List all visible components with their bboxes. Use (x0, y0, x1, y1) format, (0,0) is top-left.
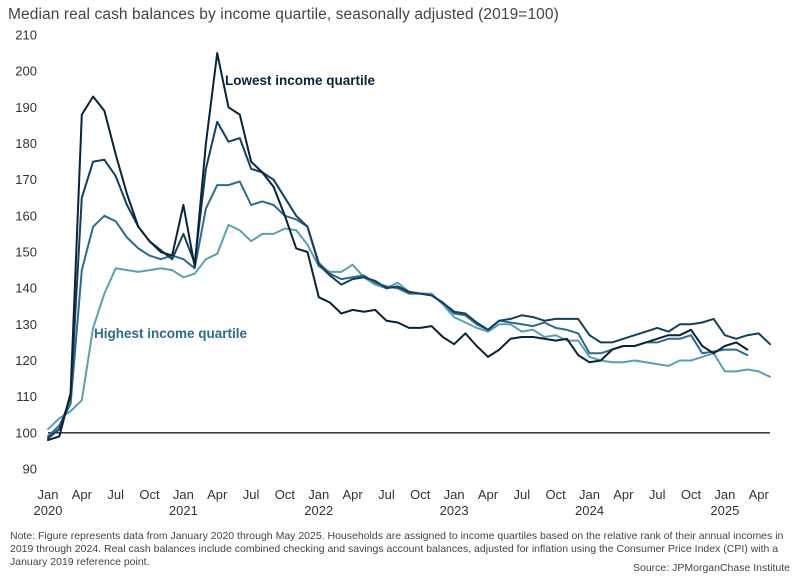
x-tick-year: 2024 (575, 503, 604, 518)
y-tick-label: 120 (15, 353, 37, 368)
line-chart: 90 100 110 120 130 140 150 160 170 180 190 200 210 J… (15, 28, 771, 518)
x-tick-month: Oct (546, 487, 567, 502)
series-line-third-income-quartile (47, 180, 749, 438)
series-line-lowest-income-quartile (47, 52, 749, 442)
y-tick-label: 100 (15, 425, 37, 440)
x-tick-month: Jan (579, 487, 600, 502)
y-tick-label: 180 (15, 136, 37, 151)
y-tick-label: 150 (15, 245, 37, 260)
y-tick-label: 130 (15, 317, 37, 332)
annotation-layer: Lowest income quartile Highest income qu… (94, 73, 376, 341)
annotation-highest-quartile: Highest income quartile (94, 326, 248, 341)
x-tick-year: 2023 (440, 503, 469, 518)
y-tick-label: 140 (15, 281, 37, 296)
x-tick-month: Apr (342, 487, 363, 502)
x-tick-month: Apr (749, 487, 770, 502)
x-tick-month: Jul (107, 487, 124, 502)
x-tick-month: Apr (613, 487, 634, 502)
annotation-lowest-quartile: Lowest income quartile (225, 73, 376, 88)
y-axis: 90 100 110 120 130 140 150 160 170 180 190 200 210 (15, 28, 37, 477)
y-tick-label: 170 (15, 172, 37, 187)
y-tick-label: 110 (16, 389, 37, 404)
x-tick-month: Jul (243, 487, 260, 502)
y-tick-label: 160 (15, 208, 37, 223)
series-line-second-income-quartile (47, 120, 771, 440)
x-tick-month: Jul (378, 487, 395, 502)
x-tick-month: Apr (72, 487, 93, 502)
series-lines (47, 52, 771, 442)
x-tick-month: Jan (173, 487, 194, 502)
footnote: Note: Figure represents data from Januar… (10, 530, 784, 568)
x-tick-year: 2020 (34, 503, 63, 518)
x-tick-month: Jan (444, 487, 465, 502)
y-tick-label: 90 (23, 462, 37, 477)
x-tick-month: Oct (681, 487, 702, 502)
x-tick-month: Jul (649, 487, 666, 502)
y-tick-label: 210 (15, 28, 37, 43)
x-tick-month: Jul (514, 487, 531, 502)
x-tick-month: Apr (207, 487, 228, 502)
x-tick-month: Jan (308, 487, 329, 502)
y-tick-label: 190 (15, 100, 37, 115)
y-tick-label: 200 (15, 64, 37, 79)
x-tick-month: Oct (275, 487, 296, 502)
x-tick-month: Oct (410, 487, 431, 502)
x-tick-month: Jan (714, 487, 735, 502)
x-tick-year: 2022 (304, 503, 333, 518)
x-tick-month: Oct (139, 487, 160, 502)
source-credit: Source: JPMorganChase Institute (633, 562, 790, 574)
x-tick-year: 2025 (710, 503, 739, 518)
x-tick-month: Jan (38, 487, 59, 502)
x-tick-month: Apr (478, 487, 499, 502)
chart-title: Median real cash balances by income quar… (8, 6, 559, 23)
x-tick-year: 2021 (169, 503, 198, 518)
